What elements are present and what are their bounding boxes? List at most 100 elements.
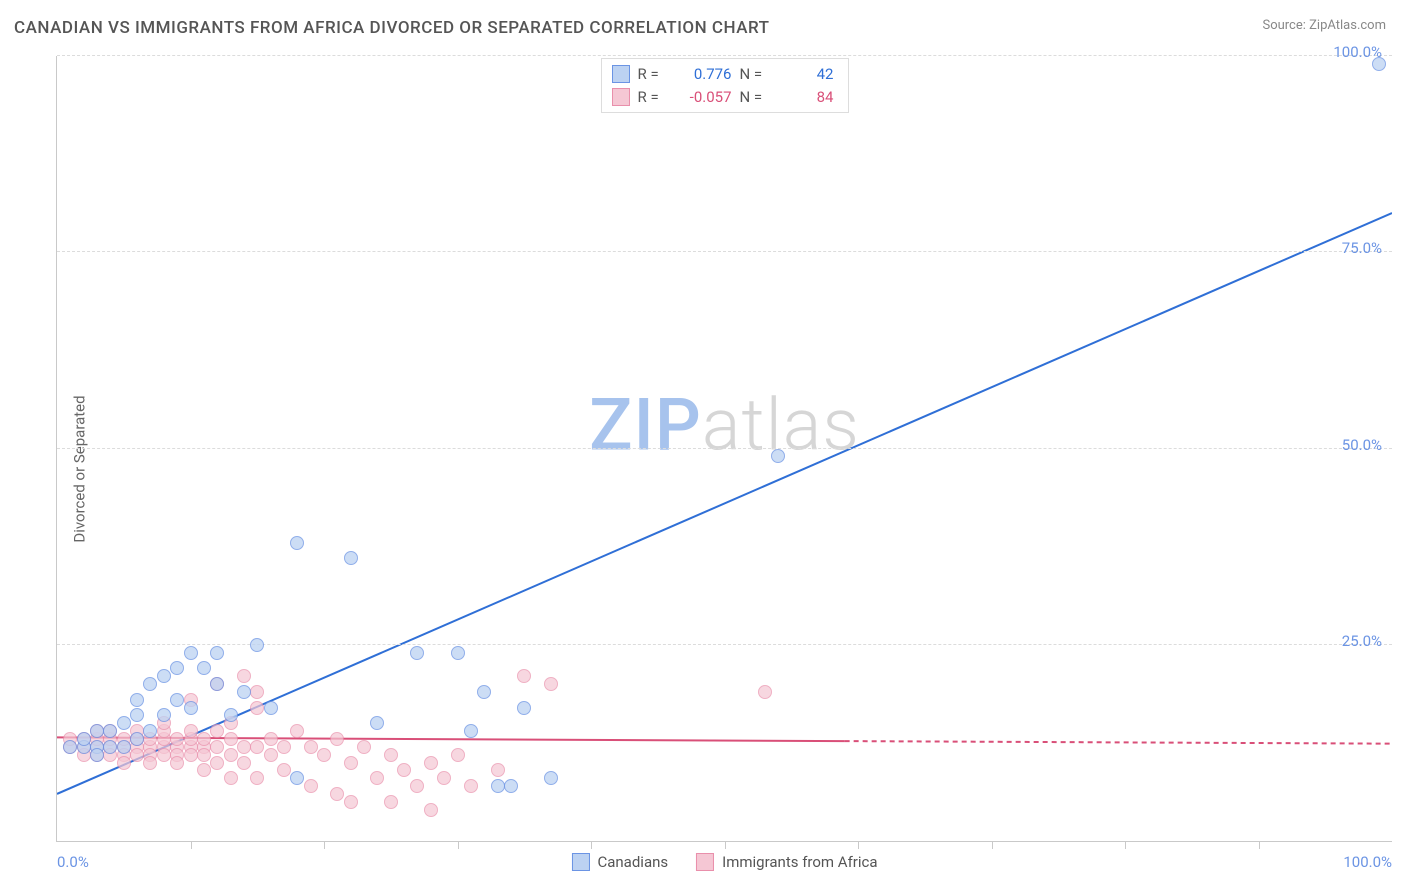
point-canadians [344,551,358,565]
point-immigrants [197,763,211,777]
gridline [57,251,1392,252]
point-canadians [544,771,558,785]
point-canadians [184,701,198,715]
point-immigrants [451,748,465,762]
legend-item-canadians: Canadians [571,853,668,871]
point-immigrants [290,724,304,738]
point-immigrants [250,701,264,715]
point-canadians [210,677,224,691]
point-immigrants [197,732,211,746]
legend-swatch-canadians [571,853,589,871]
point-canadians [491,779,505,793]
chart-title: CANADIAN VS IMMIGRANTS FROM AFRICA DIVOR… [14,18,770,38]
x-tick [725,841,726,849]
point-canadians [264,701,278,715]
point-immigrants [224,771,238,785]
legend-item-immigrants: Immigrants from Africa [696,853,877,871]
series-legend: Canadians Immigrants from Africa [571,853,877,871]
point-immigrants [237,669,251,683]
n-value-immigrants: 84 [778,86,834,109]
point-canadians [477,685,491,699]
point-canadians [184,646,198,660]
point-immigrants [170,756,184,770]
point-immigrants [544,677,558,691]
point-immigrants [224,732,238,746]
point-immigrants [184,724,198,738]
point-immigrants [170,732,184,746]
point-canadians [290,771,304,785]
n-label: N = [740,86,770,109]
point-canadians [103,724,117,738]
point-immigrants [237,740,251,754]
stats-row-immigrants: R = -0.057 N = 84 [612,86,834,109]
point-immigrants [357,740,371,754]
point-canadians [130,693,144,707]
point-canadians [130,708,144,722]
point-immigrants [264,748,278,762]
point-immigrants [317,748,331,762]
point-immigrants [330,787,344,801]
x-tick [1125,841,1126,849]
point-canadians [224,708,238,722]
point-immigrants [384,795,398,809]
source-prefix: Source: [1262,18,1309,33]
point-immigrants [130,748,144,762]
x-tick [324,841,325,849]
point-canadians [250,638,264,652]
y-tick-label: 25.0% [1342,632,1382,650]
point-immigrants [224,748,238,762]
point-immigrants [117,756,131,770]
x-tick [458,841,459,849]
point-canadians [77,732,91,746]
watermark-zip: ZIP [589,382,702,467]
point-immigrants [758,685,772,699]
point-immigrants [464,779,478,793]
point-canadians [170,693,184,707]
point-canadians [63,740,77,754]
x-tick [591,841,592,849]
n-value-canadians: 42 [778,63,834,86]
point-canadians [370,716,384,730]
point-canadians [143,724,157,738]
point-immigrants [250,685,264,699]
point-canadians [197,661,211,675]
x-tick-label: 0.0% [57,853,89,871]
y-tick-label: 75.0% [1342,239,1382,257]
point-canadians [771,449,785,463]
legend-swatch-immigrants [696,853,714,871]
point-canadians [143,677,157,691]
point-canadians [90,748,104,762]
point-canadians [210,646,224,660]
point-canadians [90,724,104,738]
point-canadians [410,646,424,660]
gridline [57,448,1392,449]
swatch-immigrants [612,88,630,106]
n-label: N = [740,63,770,86]
point-canadians [451,646,465,660]
point-canadians [103,740,117,754]
point-immigrants [424,803,438,817]
point-immigrants [197,748,211,762]
point-immigrants [210,740,224,754]
point-canadians [504,779,518,793]
legend-label-immigrants: Immigrants from Africa [722,853,877,871]
point-immigrants [304,779,318,793]
chart-container: Divorced or Separated ZIPatlas R = 0.776… [14,56,1392,882]
plot-area: ZIPatlas R = 0.776 N = 42 R = -0.057 N =… [56,56,1392,842]
point-immigrants [237,756,251,770]
source-link[interactable]: ZipAtlas.com [1309,18,1386,33]
point-canadians [170,661,184,675]
point-immigrants [344,795,358,809]
header: CANADIAN VS IMMIGRANTS FROM AFRICA DIVOR… [0,0,1406,46]
r-label: R = [638,86,668,109]
point-immigrants [304,740,318,754]
point-immigrants [250,740,264,754]
point-immigrants [143,756,157,770]
r-value-canadians: 0.776 [676,63,732,86]
x-tick-label: 100.0% [1343,853,1392,871]
point-immigrants [397,763,411,777]
point-immigrants [370,771,384,785]
point-canadians [517,701,531,715]
x-tick [992,841,993,849]
trend-lines [57,56,1392,841]
